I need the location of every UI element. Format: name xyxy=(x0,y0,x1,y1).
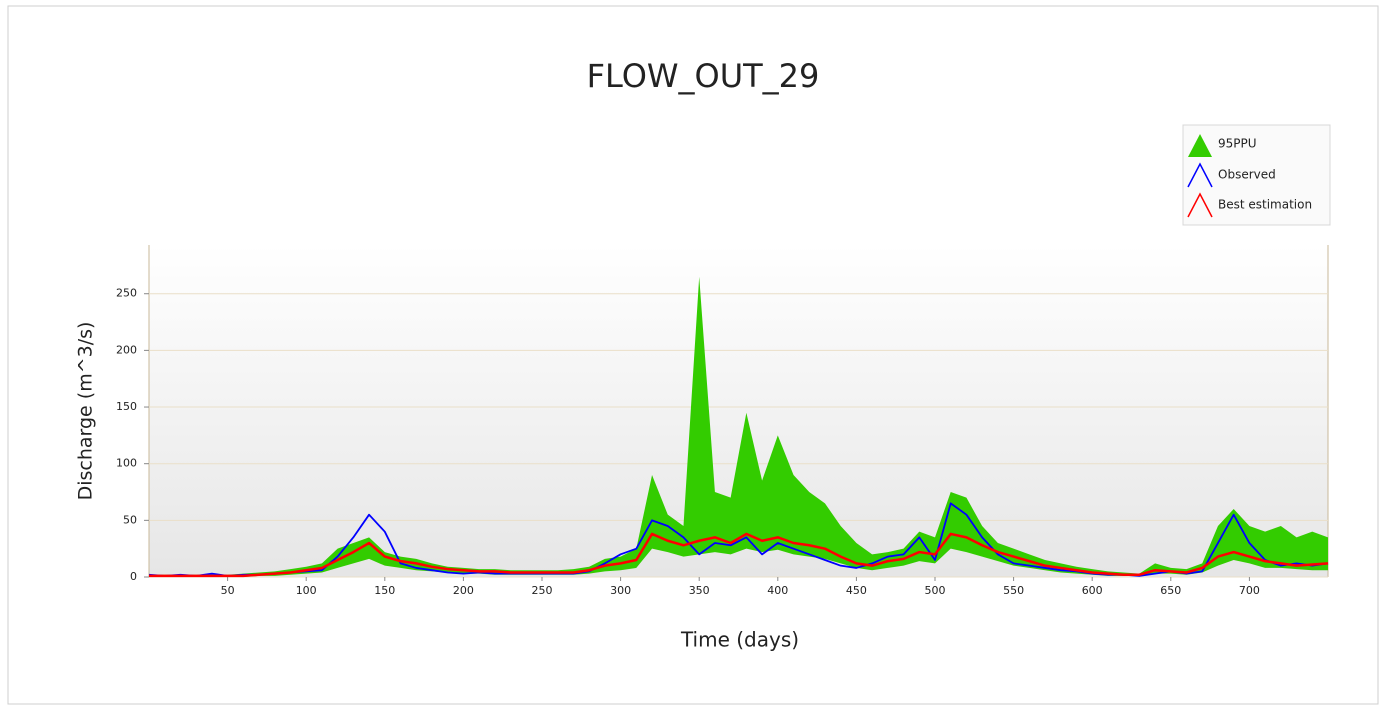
x-tick-label: 700 xyxy=(1239,584,1260,597)
x-tick-label: 550 xyxy=(1003,584,1024,597)
legend-label: 95PPU xyxy=(1218,137,1257,151)
x-axis-label: Time (days) xyxy=(680,628,799,652)
legend-label: Best estimation xyxy=(1218,198,1312,212)
legend-icon xyxy=(1187,162,1213,188)
chart-title: FLOW_OUT_29 xyxy=(587,57,820,95)
uncertainty-band xyxy=(149,276,1328,577)
x-tick-label: 50 xyxy=(221,584,235,597)
x-tick-label: 350 xyxy=(689,584,710,597)
x-tick-label: 200 xyxy=(453,584,474,597)
x-tick-label: 100 xyxy=(296,584,317,597)
x-tick-label: 500 xyxy=(925,584,946,597)
x-tick-label: 150 xyxy=(374,584,395,597)
y-tick-label: 50 xyxy=(123,513,137,526)
legend: 95PPU Observed Best estimation xyxy=(1182,124,1331,226)
x-tick-label: 400 xyxy=(767,584,788,597)
x-tick-label: 300 xyxy=(610,584,631,597)
legend-label: Observed xyxy=(1218,168,1276,182)
x-tick-label: 600 xyxy=(1082,584,1103,597)
y-tick-label: 200 xyxy=(116,343,137,356)
x-tick-label: 450 xyxy=(846,584,867,597)
x-tick-label: 650 xyxy=(1160,584,1181,597)
x-tick-label: 250 xyxy=(532,584,553,597)
legend-icon xyxy=(1187,192,1213,218)
y-axis-label: Discharge (m^3/s) xyxy=(75,322,97,501)
series-line xyxy=(149,532,1329,578)
y-tick-label: 250 xyxy=(116,287,137,300)
y-tick-label: 150 xyxy=(116,400,137,413)
y-tick-label: 0 xyxy=(130,570,137,583)
y-tick-label: 100 xyxy=(116,457,137,470)
legend-icon xyxy=(1188,134,1212,157)
